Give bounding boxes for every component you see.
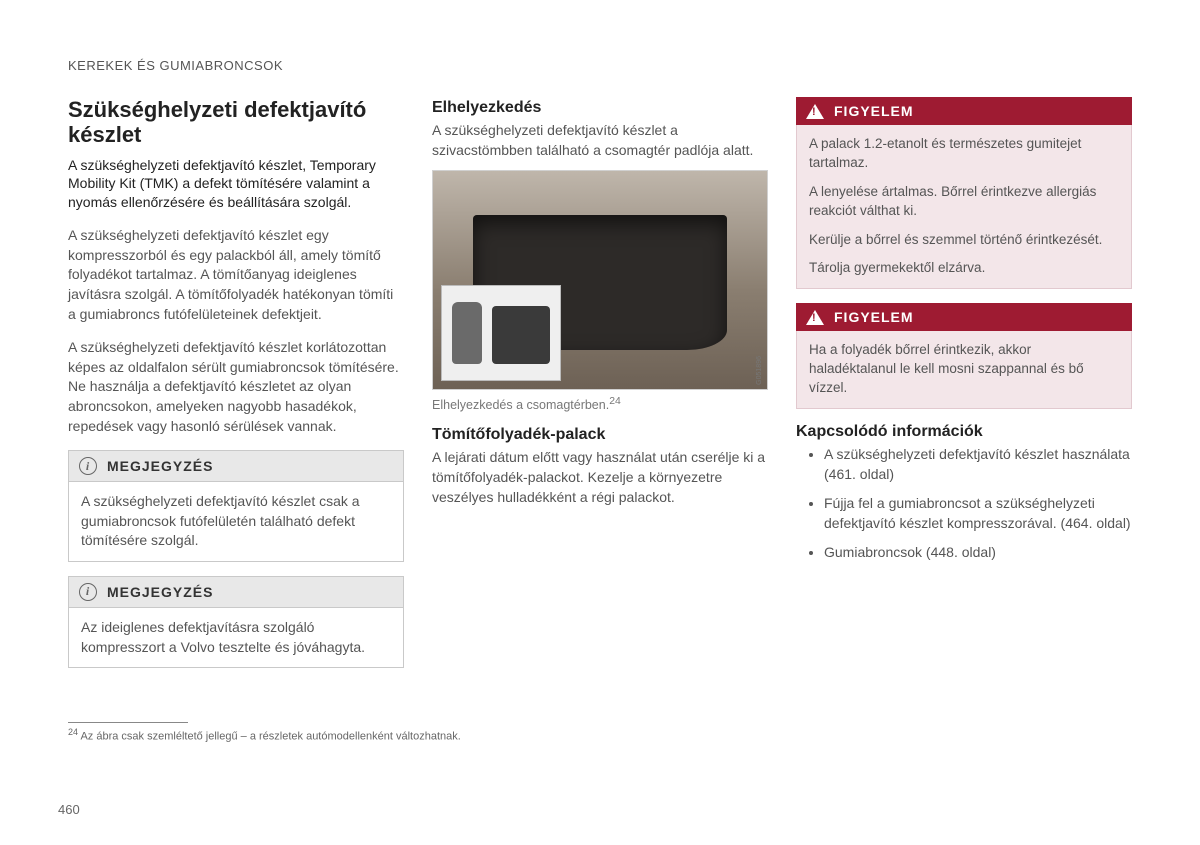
- warning-text: A palack 1.2-etanolt és természetes gumi…: [809, 135, 1119, 173]
- warning-body: A palack 1.2-etanolt és természetes gumi…: [796, 125, 1132, 289]
- warning-header: FIGYELEM: [796, 303, 1132, 331]
- note-box-2: i MEGJEGYZÉS Az ideiglenes defektjavítás…: [68, 576, 404, 668]
- caption-text: Elhelyezkedés a csomagtérben.: [432, 398, 609, 412]
- note-header: i MEGJEGYZÉS: [69, 577, 403, 608]
- warning-body: Ha a folyadék bőrrel érintkezik, akkor h…: [796, 331, 1132, 409]
- related-item: Gumiabroncsok (448. oldal): [824, 543, 1132, 563]
- footnote-rule: [68, 722, 188, 723]
- related-item: A szükséghelyzeti defektjavító készlet h…: [824, 445, 1132, 484]
- note-body: A szükséghelyzeti defektjavító készlet c…: [69, 482, 403, 561]
- figure-trunk: G051896: [432, 170, 768, 390]
- note-box-1: i MEGJEGYZÉS A szükséghelyzeti defektjav…: [68, 450, 404, 562]
- section-header: KEREKEK ÉS GUMIABRONCSOK: [68, 58, 1132, 73]
- warning-box-1: FIGYELEM A palack 1.2-etanolt és termész…: [796, 97, 1132, 289]
- subheading-bottle: Tömítőfolyadék-palack: [432, 426, 768, 444]
- caption-footnote-ref: 24: [609, 396, 621, 407]
- subheading-location: Elhelyezkedés: [432, 99, 768, 117]
- warning-label: FIGYELEM: [834, 103, 914, 119]
- warning-label: FIGYELEM: [834, 309, 914, 325]
- warning-text: Tárolja gyermekektől elzárva.: [809, 259, 1119, 278]
- figure-caption: Elhelyezkedés a csomagtérben.24: [432, 396, 768, 412]
- bottle-text: A lejárati dátum előtt vagy használat ut…: [432, 448, 768, 507]
- warning-triangle-icon: [806, 310, 824, 325]
- note-label: MEGJEGYZÉS: [107, 584, 213, 600]
- warning-text: A lenyelése ártalmas. Bőrrel érintkezve …: [809, 183, 1119, 221]
- related-item: Fújja fel a gumiabroncsot a szükséghelyz…: [824, 494, 1132, 533]
- footnote: 24 Az ábra csak szemléltető jellegű – a …: [68, 727, 1132, 743]
- info-icon: i: [79, 583, 97, 601]
- warning-box-2: FIGYELEM Ha a folyadék bőrrel érintkezik…: [796, 303, 1132, 409]
- note-header: i MEGJEGYZÉS: [69, 451, 403, 482]
- image-code: G051896: [756, 356, 763, 385]
- warning-triangle-icon: [806, 104, 824, 119]
- page-number: 460: [58, 802, 80, 817]
- page-title: Szükséghelyzeti defektjavító készlet: [68, 97, 404, 148]
- warning-header: FIGYELEM: [796, 97, 1132, 125]
- kit-inset-illustration: [441, 285, 561, 381]
- column-1: Szükséghelyzeti defektjavító készlet A s…: [68, 97, 404, 682]
- warning-text: Kerülje a bőrrel és szemmel történő érin…: [809, 231, 1119, 250]
- body-paragraph-1: A szükséghelyzeti defektjavító készlet e…: [68, 226, 404, 324]
- intro-paragraph: A szükséghelyzeti defektjavító készlet, …: [68, 156, 404, 213]
- location-text: A szükséghelyzeti defektjavító készlet a…: [432, 121, 768, 160]
- note-body: Az ideiglenes defektjavításra szolgáló k…: [69, 608, 403, 667]
- content-columns: Szükséghelyzeti defektjavító készlet A s…: [68, 97, 1132, 682]
- footnote-text: Az ábra csak szemléltető jellegű – a rés…: [80, 731, 460, 743]
- column-3: FIGYELEM A palack 1.2-etanolt és termész…: [796, 97, 1132, 682]
- subheading-related: Kapcsolódó információk: [796, 423, 1132, 441]
- related-list: A szükséghelyzeti defektjavító készlet h…: [796, 445, 1132, 563]
- note-label: MEGJEGYZÉS: [107, 458, 213, 474]
- column-2: Elhelyezkedés A szükséghelyzeti defektja…: [432, 97, 768, 682]
- body-paragraph-2: A szükséghelyzeti defektjavító készlet k…: [68, 338, 404, 436]
- footnote-number: 24: [68, 727, 78, 737]
- warning-text: Ha a folyadék bőrrel érintkezik, akkor h…: [809, 341, 1119, 398]
- info-icon: i: [79, 457, 97, 475]
